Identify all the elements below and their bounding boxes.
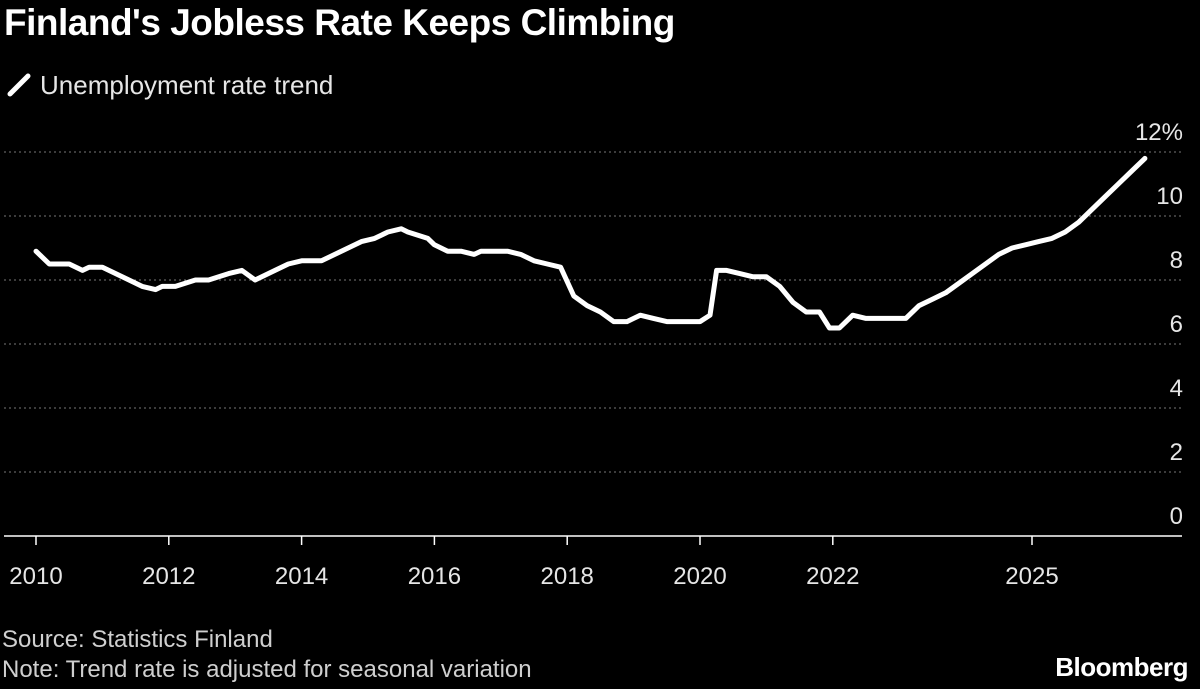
y-tick-label: 4 [1170,375,1183,402]
legend-line-icon [7,73,31,97]
y-tick-label: 6 [1170,311,1183,338]
series-line-unemployment-rate [33,155,1148,331]
bloomberg-logo: Bloomberg [1055,652,1188,682]
x-tick-label: 2014 [275,563,328,590]
source-note: Source: Statistics Finland [2,626,273,653]
x-tick-label: 2025 [1005,563,1058,590]
y-tick-label: 8 [1170,247,1183,274]
y-tick-label: 12% [1135,119,1183,146]
chart-title: Finland's Jobless Rate Keeps Climbing [4,2,675,43]
x-tick-label: 2018 [541,563,594,590]
footnote: Note: Trend rate is adjusted for seasona… [2,656,532,683]
legend-label: Unemployment rate trend [40,69,334,100]
x-tick-label: 2016 [408,563,461,590]
y-tick-label: 10 [1156,183,1183,210]
x-tick-label: 2022 [806,563,859,590]
y-tick-label: 2 [1170,439,1183,466]
x-tick-label: 2010 [9,563,62,590]
x-tick-label: 2012 [142,563,195,590]
legend: Unemployment rate trend [6,68,333,102]
y-tick-label: 0 [1170,503,1183,530]
x-tick-label: 2020 [673,563,726,590]
